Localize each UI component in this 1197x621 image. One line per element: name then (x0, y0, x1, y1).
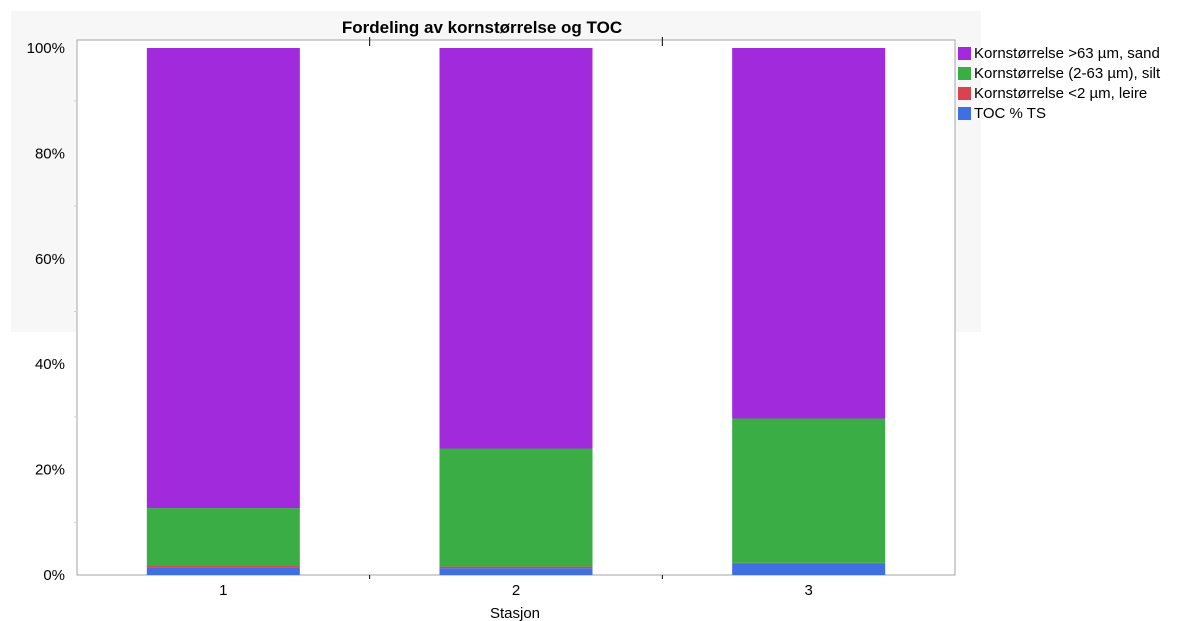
plot-area: 0% 20% 40% 60% 80% 100% 1 2 3 (27, 37, 956, 599)
bar-segment (439, 566, 593, 569)
x-tick-label: 1 (219, 582, 227, 599)
legend-swatch (958, 66, 971, 80)
legend-label: Kornstørrelse <2 µm, leire (974, 84, 1148, 102)
bar-segment (146, 566, 300, 568)
bar-segment (732, 562, 886, 564)
legend-item: Kornstørrelse >63 µm, sand (958, 43, 1160, 63)
bar-segment (146, 508, 300, 567)
chart-title: Fordeling av kornstørrelse og TOC (342, 18, 622, 37)
bar-segment (146, 567, 300, 575)
x-axis-title: Stasjon (490, 605, 540, 621)
bar-segment (439, 448, 593, 567)
bar-segment (732, 563, 886, 575)
y-tick-label: 40% (35, 356, 65, 373)
legend-swatch (958, 86, 971, 100)
legend-swatch (958, 46, 971, 60)
bar-segment (146, 48, 300, 509)
legend: Kornstørrelse >63 µm, sand Kornstørrelse … (958, 43, 1160, 123)
bar-segment (732, 48, 886, 419)
legend-item: Kornstørrelse <2 µm, leire (958, 83, 1160, 103)
y-tick-label: 80% (35, 145, 65, 162)
y-tick-label: 100% (27, 40, 65, 57)
bar-segment (439, 48, 593, 449)
legend-item: Kornstørrelse (2-63 µm), silt (958, 63, 1160, 83)
bar-segment (732, 418, 886, 563)
bar-segment (439, 568, 593, 575)
legend-swatch (958, 106, 971, 120)
y-tick-label: 0% (43, 567, 65, 584)
legend-label: Kornstørrelse >63 µm, sand (974, 44, 1160, 62)
legend-label: Kornstørrelse (2-63 µm), silt (974, 64, 1161, 82)
legend-item: TOC % TS (958, 103, 1160, 123)
legend-label: TOC % TS (974, 104, 1046, 122)
x-tick-label: 2 (512, 582, 520, 599)
y-tick-label: 60% (35, 251, 65, 268)
x-tick-label: 3 (804, 582, 812, 599)
y-tick-label: 20% (35, 462, 65, 479)
